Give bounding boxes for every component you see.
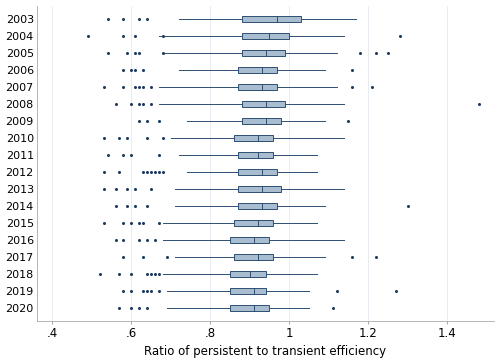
- Bar: [230, 270, 266, 277]
- Bar: [238, 152, 274, 158]
- Bar: [242, 16, 301, 22]
- Bar: [238, 203, 278, 209]
- Bar: [238, 67, 278, 73]
- Bar: [234, 135, 274, 141]
- Bar: [234, 219, 274, 226]
- Bar: [242, 101, 285, 107]
- Bar: [230, 237, 270, 243]
- Bar: [238, 169, 278, 175]
- X-axis label: Ratio of persistent to transient efficiency: Ratio of persistent to transient efficie…: [144, 345, 386, 359]
- Bar: [242, 118, 282, 124]
- Bar: [230, 288, 266, 294]
- Bar: [230, 305, 270, 311]
- Bar: [242, 50, 285, 56]
- Bar: [238, 84, 278, 90]
- Bar: [242, 33, 289, 39]
- Bar: [234, 254, 274, 260]
- Bar: [238, 186, 282, 192]
